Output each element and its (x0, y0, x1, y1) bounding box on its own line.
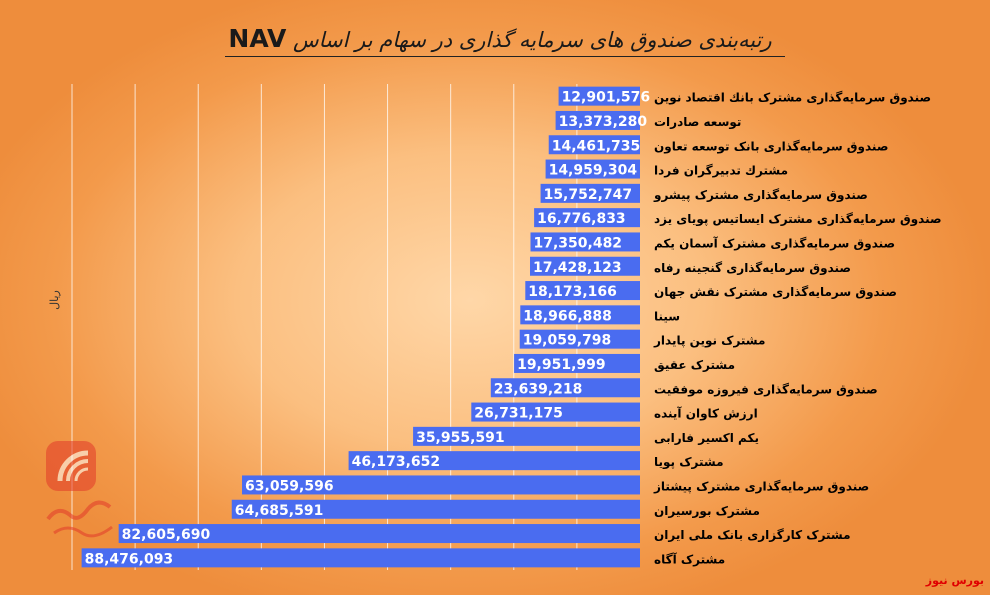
category-label: سینا (654, 309, 680, 323)
category-label: مشترک پویا (654, 455, 724, 470)
bar-value-label: 17,428,123 (533, 260, 622, 276)
brand-label: بورس نیوز (925, 574, 984, 587)
bar (534, 208, 640, 228)
category-label: ارزش کاوان آینده (654, 406, 758, 422)
bar-value-label: 46,173,652 (352, 454, 441, 470)
bar (413, 426, 640, 446)
category-label: مشترک آگاه (654, 551, 725, 566)
bar-value-label: 26,731,175 (474, 406, 563, 422)
bar (514, 353, 640, 373)
category-label: صندوق سرمایه‌گذاری مشترک بانك اقتصاد نوی… (654, 91, 931, 106)
bar-value-label: 14,461,735 (552, 138, 641, 154)
bar (519, 329, 640, 349)
bar-value-label: 82,605,690 (122, 527, 211, 543)
bar-value-label: 12,901,576 (562, 90, 651, 106)
bar (520, 305, 640, 325)
bar-value-label: 19,059,798 (523, 333, 612, 349)
bar (525, 281, 640, 301)
bar (530, 256, 640, 276)
category-label: صندوق سرمایه‌گذاری مشترک ایساتیس پویای ی… (654, 212, 942, 227)
bar-value-label: 23,639,218 (494, 381, 583, 397)
category-label: صندوق سرمایه‌گذاری مشترک آسمان یکم (654, 235, 895, 251)
category-label: صندوق سرمایه‌گذاری فیروزه موفقیت (654, 382, 878, 397)
title-underline (225, 56, 785, 57)
bar (490, 378, 640, 398)
category-label: صندوق سرمایه‌گذاری گنجینه رفاه (654, 261, 851, 276)
bar (530, 232, 640, 252)
category-label: صندوق سرمایه‌گذاری مشترک نقش جهان (654, 285, 897, 300)
bar (548, 135, 640, 155)
bar-value-label: 14,959,304 (549, 163, 638, 179)
category-label: مشترک عقیق (654, 358, 735, 372)
category-label: مشترک نوین پایدار (653, 334, 765, 349)
category-label: صندوق سرمایه‌گذاری بانک توسعه تعاون (654, 139, 888, 154)
bar (471, 402, 640, 422)
category-label: یکم اکسیر فارابی (654, 431, 759, 445)
bar (555, 110, 640, 130)
bar-value-label: 13,373,280 (559, 114, 648, 130)
bar (118, 524, 640, 544)
bar (558, 86, 640, 106)
category-label: صندوق سرمایه‌گذاری مشترک پیشرو (653, 188, 868, 203)
bar-value-label: 17,350,482 (533, 235, 622, 251)
category-label: توسعه صادرات (654, 115, 741, 130)
bar-value-label: 18,173,166 (528, 284, 617, 300)
bar (242, 475, 641, 495)
category-label: صندوق سرمایه‌گذاری مشترک پیشتاز (653, 479, 869, 494)
bar-value-label: 35,955,591 (416, 430, 505, 446)
bar (231, 499, 640, 519)
bar-value-label: 18,966,888 (523, 308, 612, 324)
bar-value-label: 16,776,833 (537, 211, 626, 227)
bar-value-label: 64,685,591 (235, 503, 324, 519)
bar (348, 451, 640, 471)
bar (81, 548, 640, 568)
category-label: مشترک بورسیران (654, 504, 760, 519)
bar-value-label: 19,951,999 (517, 357, 606, 373)
category-label: مشترک کارگزاری بانک ملی ایران (654, 528, 851, 542)
bar-value-label: 15,752,747 (544, 187, 633, 203)
chart-title: رتبه‌بندی صندوق های سرمایه گذاری در سهام… (140, 24, 860, 53)
bar-value-label: 88,476,093 (85, 551, 174, 567)
bar (545, 159, 640, 179)
chart-title-tag: NAV (228, 24, 287, 53)
bourse-news-logo-watermark (46, 441, 113, 538)
chart-title-text: رتبه‌بندی صندوق های سرمایه گذاری در سهام… (293, 28, 772, 52)
bar-value-label: 63,059,596 (245, 478, 334, 494)
category-label: مشترك تدبيرگران فردا (654, 164, 788, 178)
bar (540, 183, 640, 203)
